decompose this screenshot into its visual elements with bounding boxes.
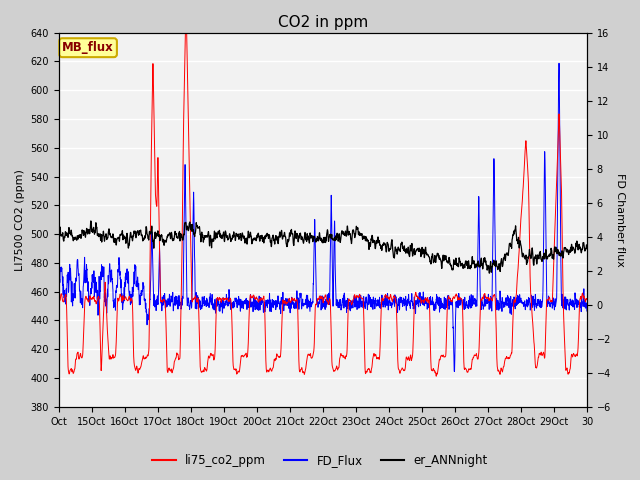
Title: CO2 in ppm: CO2 in ppm xyxy=(278,15,368,30)
Y-axis label: FD Chamber flux: FD Chamber flux xyxy=(615,173,625,267)
Text: MB_flux: MB_flux xyxy=(62,41,114,54)
Legend: li75_co2_ppm, FD_Flux, er_ANNnight: li75_co2_ppm, FD_Flux, er_ANNnight xyxy=(147,449,493,472)
Y-axis label: LI7500 CO2 (ppm): LI7500 CO2 (ppm) xyxy=(15,169,25,271)
